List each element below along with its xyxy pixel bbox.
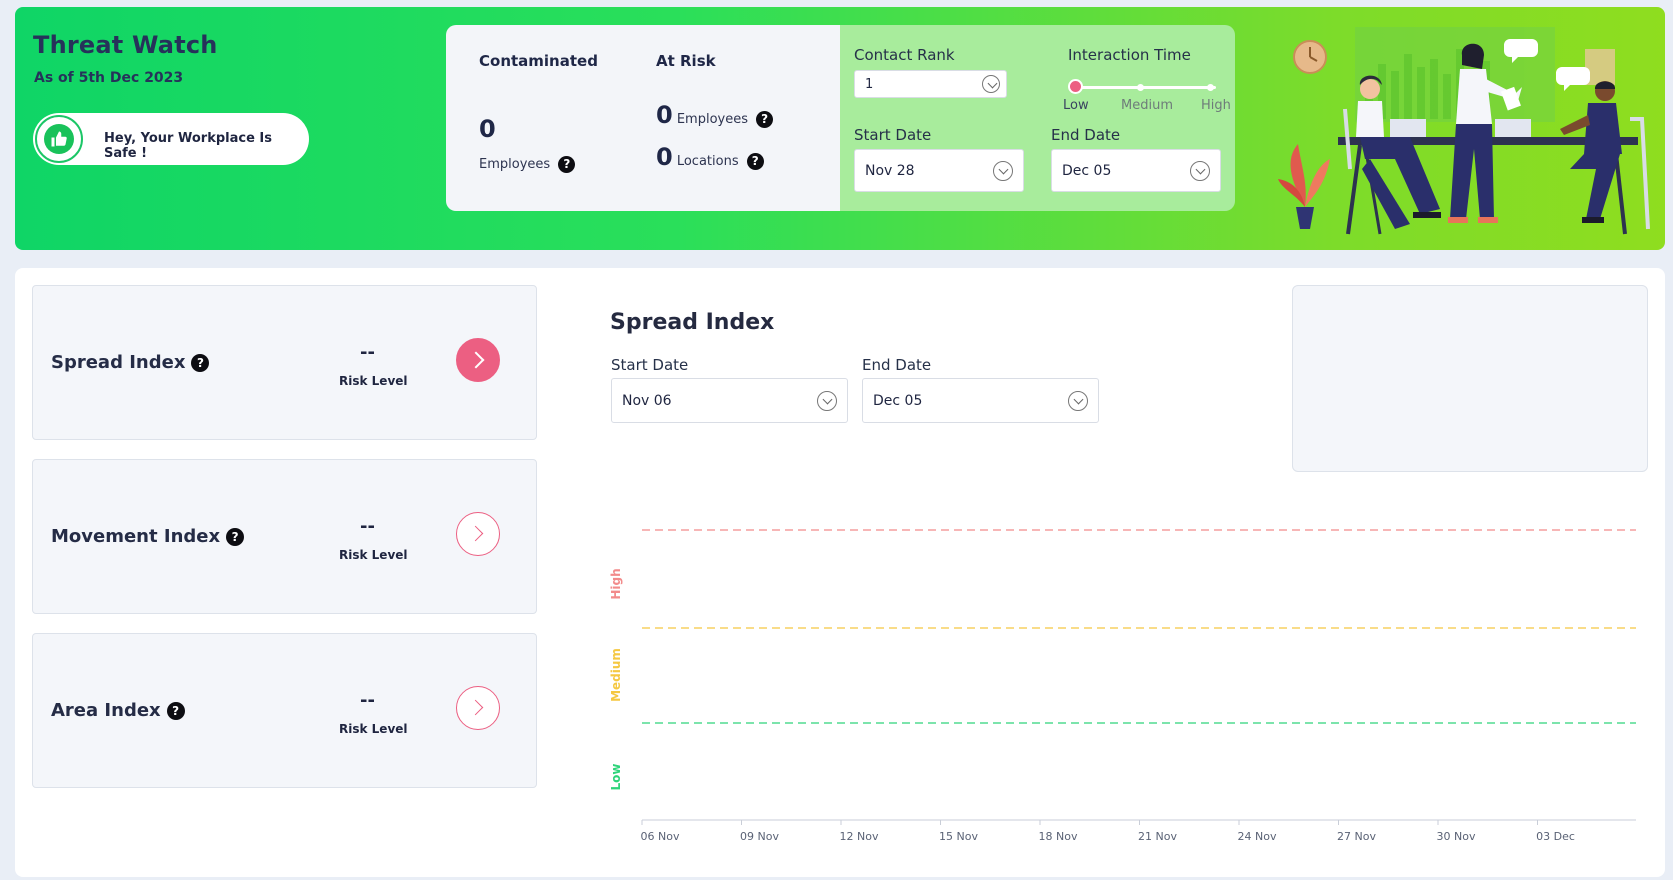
- safety-status-text: Hey, Your Workplace Is Safe !: [104, 131, 272, 161]
- interaction-option-low[interactable]: Low: [1063, 98, 1089, 113]
- slider-stop-high[interactable]: [1207, 84, 1214, 91]
- at-risk-employees-row: 0 Employees ?: [656, 101, 774, 129]
- x-tick-label: 21 Nov: [1138, 830, 1177, 843]
- end-date-label: End Date: [1051, 126, 1121, 144]
- index-name-row: Spread Index?: [51, 352, 210, 373]
- at-risk-locations-row: 0 Locations ?: [656, 143, 764, 171]
- y-band-label-high: High: [609, 568, 623, 599]
- end-date-select[interactable]: Dec 05: [1051, 149, 1221, 192]
- safety-status-pill: Hey, Your Workplace Is Safe !: [33, 113, 309, 165]
- person-right-icon: [1556, 67, 1622, 223]
- chevron-down-icon: [817, 390, 837, 411]
- risk-level-label: Risk Level: [339, 548, 408, 562]
- help-icon[interactable]: ?: [191, 354, 210, 372]
- index-value: --: [360, 342, 375, 363]
- chart-end-date-select[interactable]: Dec 05: [862, 378, 1099, 423]
- index-card-movement[interactable]: Movement Index? -- Risk Level: [32, 459, 537, 614]
- x-tick-label: 18 Nov: [1039, 830, 1078, 843]
- x-tick-label: 06 Nov: [641, 830, 680, 843]
- chart-title: Spread Index: [610, 310, 775, 335]
- contact-rank-label: Contact Rank: [854, 46, 955, 64]
- chart-start-date-value: Nov 06: [622, 392, 672, 409]
- help-icon[interactable]: ?: [756, 111, 774, 128]
- interaction-option-high[interactable]: High: [1201, 98, 1231, 113]
- clock-icon: [1293, 40, 1327, 74]
- chart-end-date-value: Dec 05: [873, 392, 923, 409]
- index-name-row: Movement Index?: [51, 526, 245, 547]
- contact-rank-value: 1: [865, 76, 874, 92]
- contaminated-employees-row: Employees ?: [479, 156, 576, 173]
- index-name: Spread Index: [51, 352, 186, 373]
- chart-end-date-label: End Date: [862, 356, 932, 374]
- interaction-time-label: Interaction Time: [1068, 46, 1191, 64]
- index-value: --: [360, 690, 375, 711]
- chevron-right-icon[interactable]: [456, 338, 500, 382]
- x-tick-label: 12 Nov: [840, 830, 879, 843]
- start-date-value: Nov 28: [865, 162, 915, 179]
- office-illustration: [1278, 27, 1650, 235]
- x-tick-label: 24 Nov: [1238, 830, 1277, 843]
- help-icon[interactable]: ?: [558, 156, 576, 173]
- as-of-date: As of 5th Dec 2023: [34, 70, 184, 86]
- chevron-down-icon: [982, 75, 1000, 93]
- page-title: Threat Watch: [33, 31, 218, 59]
- index-card-area[interactable]: Area Index? -- Risk Level: [32, 633, 537, 788]
- index-value: --: [360, 516, 375, 537]
- slider-thumb[interactable]: [1068, 79, 1083, 94]
- at-risk-locations-count: 0: [656, 143, 673, 171]
- at-risk-locations-label: Locations: [676, 154, 739, 169]
- contaminated-employees-label: Employees: [479, 157, 551, 172]
- x-tick-label: 27 Nov: [1337, 830, 1376, 843]
- at-risk-heading: At Risk: [656, 52, 716, 70]
- at-risk-employees-count: 0: [656, 101, 673, 129]
- contaminated-count: 0: [479, 115, 496, 143]
- chevron-down-icon: [1068, 390, 1088, 411]
- side-info-box: [1292, 285, 1648, 472]
- index-name-row: Area Index?: [51, 700, 185, 721]
- thumbs-up-icon: [44, 124, 74, 154]
- start-date-select[interactable]: Nov 28: [854, 149, 1024, 192]
- interaction-option-medium[interactable]: Medium: [1121, 98, 1173, 113]
- y-band-label-low: Low: [609, 764, 623, 791]
- interaction-time-slider[interactable]: [1073, 86, 1216, 89]
- person-left-icon: [1356, 75, 1441, 229]
- x-tick-label: 30 Nov: [1437, 830, 1476, 843]
- y-band-label-medium: Medium: [609, 648, 623, 702]
- help-icon[interactable]: ?: [226, 528, 245, 546]
- chart-start-date-label: Start Date: [611, 356, 689, 374]
- stats-card: Contaminated 0 Employees ? At Risk 0 Emp…: [446, 25, 840, 211]
- index-name: Area Index: [51, 700, 161, 721]
- contaminated-heading: Contaminated: [479, 52, 598, 70]
- index-card-spread[interactable]: Spread Index? -- Risk Level: [32, 285, 537, 440]
- x-tick-label: 03 Dec: [1536, 830, 1575, 843]
- end-date-value: Dec 05: [1062, 162, 1112, 179]
- safety-icon-ring: [35, 115, 83, 163]
- header-banner: Threat Watch As of 5th Dec 2023 Hey, You…: [15, 7, 1665, 250]
- chevron-down-icon: [993, 160, 1013, 181]
- help-icon[interactable]: ?: [166, 702, 185, 720]
- x-tick-label: 15 Nov: [939, 830, 978, 843]
- start-date-label: Start Date: [854, 126, 932, 144]
- chevron-right-icon[interactable]: [456, 512, 500, 556]
- at-risk-employees-label: Employees: [676, 112, 749, 127]
- chevron-down-icon: [1190, 160, 1210, 181]
- slider-stop-medium[interactable]: [1137, 84, 1144, 91]
- filter-card: Contact Rank 1 Interaction Time Low Medi…: [840, 25, 1235, 211]
- chart-start-date-select[interactable]: Nov 06: [611, 378, 848, 423]
- risk-level-label: Risk Level: [339, 722, 408, 736]
- risk-level-label: Risk Level: [339, 374, 408, 388]
- contact-rank-select[interactable]: 1: [854, 70, 1007, 98]
- person-center-icon: [1448, 39, 1538, 223]
- x-tick-label: 09 Nov: [740, 830, 779, 843]
- index-name: Movement Index: [51, 526, 221, 547]
- chevron-right-icon[interactable]: [456, 686, 500, 730]
- help-icon[interactable]: ?: [746, 153, 764, 170]
- plant-icon: [1278, 144, 1330, 229]
- spread-index-chart: Low Medium High 06 Nov 09 Nov 12 Nov 15 Nov 18…: [609, 529, 1636, 843]
